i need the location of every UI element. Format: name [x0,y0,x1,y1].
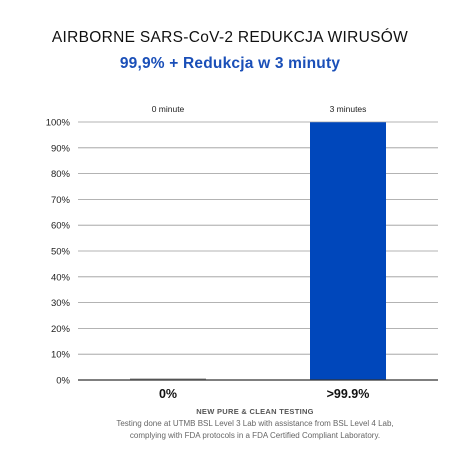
y-tick-label: 100% [46,118,71,129]
footer-title: NEW PURE & CLEAN TESTING [196,407,314,416]
y-tick-label: 50% [51,247,71,258]
y-tick-label: 60% [51,221,71,232]
footer-line-1: Testing done at UTMB BSL Level 3 Lab wit… [116,419,393,428]
category-label: 3 minutes [330,104,367,114]
y-tick-label: 0% [56,376,70,387]
y-tick-label: 20% [51,324,71,335]
y-tick-label: 40% [51,272,71,283]
y-tick-label: 10% [51,350,71,361]
data-labels: 0% >99.9% [159,387,369,401]
bar [130,378,206,380]
y-axis-ticks: 0% 10% 20% 30% 40% 50% 60% 70% 80% 90% 100% [46,118,71,387]
y-tick-label: 70% [51,195,71,206]
footer-line-2: complying with FDA protocols in a FDA Ce… [130,431,380,440]
bars [130,122,386,381]
y-tick-label: 90% [51,143,71,154]
category-label: 0 minute [152,104,185,114]
data-label: 0% [159,387,177,401]
chart-subtitle: 99,9% + Redukcja w 3 minuty [120,55,341,72]
chart-title: AIRBORNE SARS-CoV-2 REDUKCJA WIRUSÓW [52,29,408,46]
y-tick-label: 80% [51,169,71,180]
category-labels: 0 minute 3 minutes [152,104,367,114]
data-label: >99.9% [327,387,370,401]
bar [310,122,386,381]
gridlines [78,121,438,355]
y-tick-label: 30% [51,298,71,309]
